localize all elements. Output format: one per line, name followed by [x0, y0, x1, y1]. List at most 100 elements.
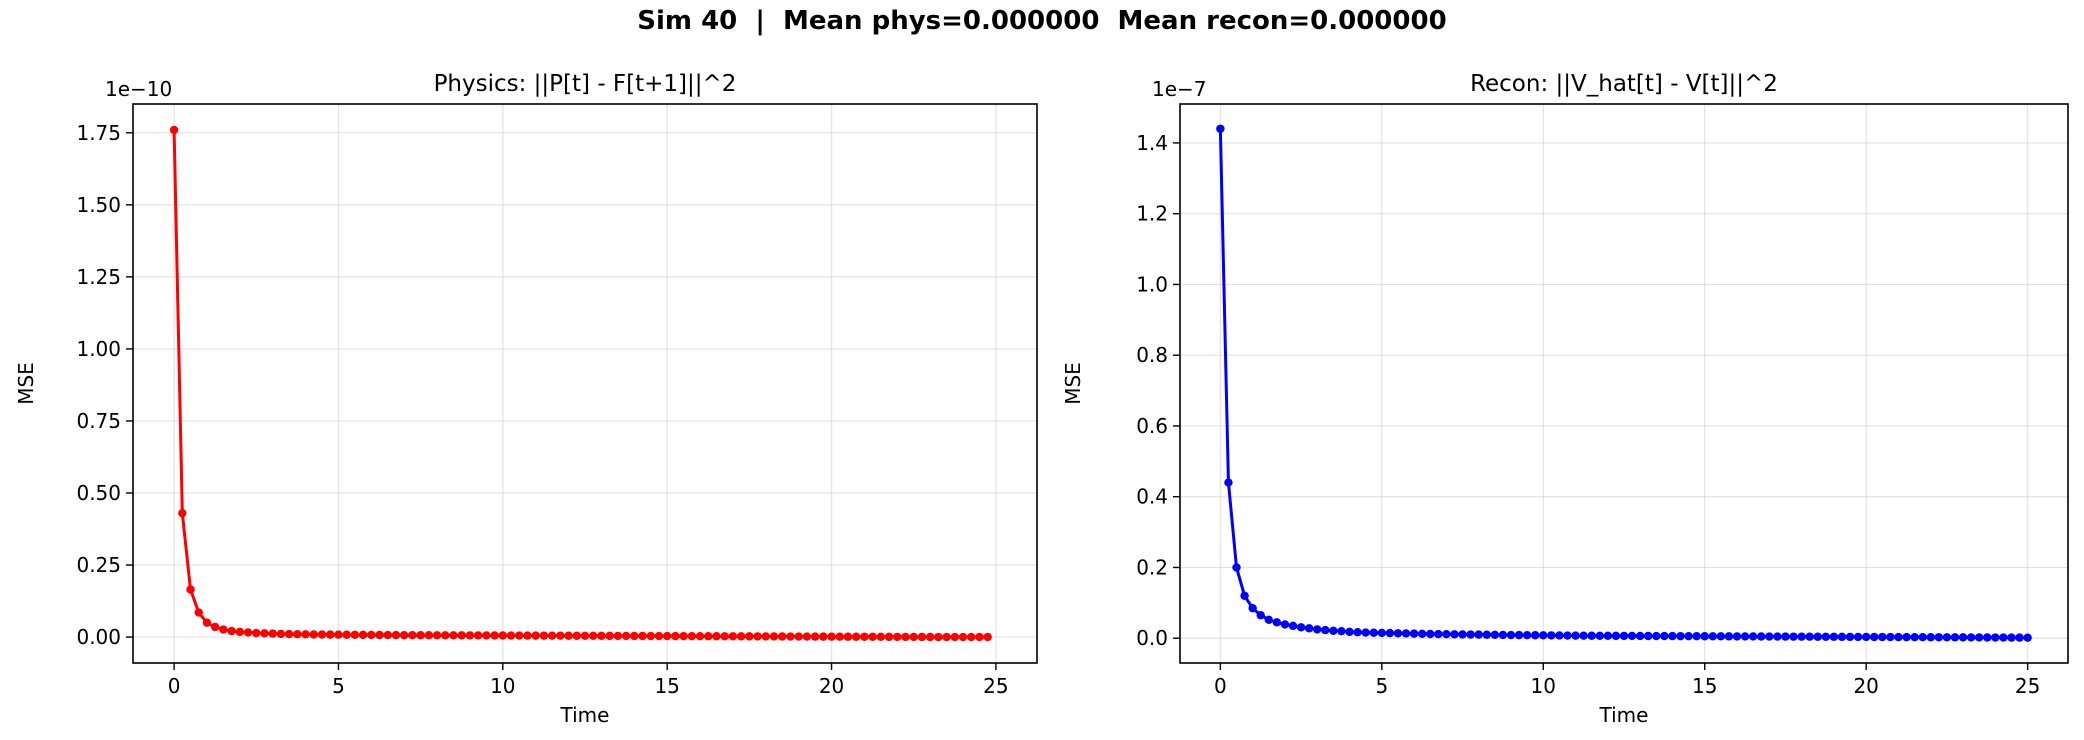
- data-point: [1821, 632, 1831, 641]
- data-point: [293, 629, 302, 639]
- y-tick-label: 0.4: [1136, 485, 1168, 509]
- x-axis-label: Time: [1599, 703, 1649, 727]
- data-point: [1870, 632, 1879, 642]
- plot-frame: [132, 103, 1038, 664]
- data-point: [1853, 632, 1863, 642]
- y-tick-label: 1.0: [1136, 272, 1168, 296]
- data-point: [210, 622, 220, 632]
- data-point: [473, 631, 483, 640]
- data-point: [1385, 628, 1395, 638]
- data-point: [1313, 625, 1322, 634]
- data-point: [1724, 632, 1734, 641]
- data-point: [695, 632, 705, 641]
- data-point: [983, 632, 992, 642]
- data-point: [827, 632, 836, 641]
- data-point: [1514, 630, 1524, 640]
- data-point: [2007, 633, 2016, 642]
- data-point: [662, 631, 672, 641]
- data-point: [1288, 621, 1298, 631]
- x-tick-label: 15: [654, 674, 679, 698]
- data-point: [490, 631, 499, 640]
- data-point: [1417, 629, 1427, 639]
- data-point: [630, 631, 639, 641]
- data-point: [367, 630, 376, 640]
- data-point: [1926, 633, 1935, 642]
- data-point: [1781, 632, 1790, 641]
- data-point: [1845, 632, 1855, 642]
- data-point: [1676, 631, 1685, 641]
- data-point: [967, 632, 976, 642]
- data-point: [876, 632, 886, 642]
- data-point: [934, 632, 943, 642]
- data-point: [852, 632, 861, 641]
- data-point: [1240, 591, 1249, 600]
- plot-frame: [1179, 103, 2069, 664]
- data-point: [893, 632, 902, 642]
- data-point: [761, 632, 770, 641]
- data-point: [326, 630, 335, 639]
- data-point: [1765, 632, 1774, 641]
- data-point: [1555, 631, 1564, 640]
- y-tick-label: 0.8: [1136, 343, 1168, 367]
- data-point: [613, 631, 623, 641]
- x-tick-label: 5: [1375, 674, 1388, 698]
- chart-2: 0 5 10 15 20 25 0.0 0.2 0.4 0.6 0.8 1.0 1.2 1.4 1e−7 Re…: [1061, 71, 2069, 727]
- y-tick-label: 0.0: [1136, 626, 1168, 650]
- x-tick-label: 0: [168, 674, 181, 698]
- data-point: [1498, 630, 1508, 640]
- data-point: [358, 630, 368, 640]
- data-point: [589, 631, 598, 641]
- data-point: [1975, 633, 1984, 642]
- data-point: [375, 630, 384, 640]
- data-point: [1797, 632, 1806, 641]
- data-point: [1878, 632, 1887, 642]
- data-point: [1732, 632, 1742, 641]
- data-point: [1740, 632, 1750, 641]
- data-point: [572, 631, 581, 640]
- data-point: [1716, 632, 1726, 641]
- y-tick-label: 0.00: [76, 625, 121, 649]
- data-point: [1829, 632, 1839, 642]
- data-point: [449, 631, 458, 640]
- data-point: [1272, 618, 1282, 627]
- data-point: [1426, 629, 1435, 639]
- data-point: [712, 632, 721, 641]
- data-point: [1434, 629, 1443, 639]
- data-point: [564, 631, 573, 640]
- data-point: [539, 631, 549, 640]
- data-point: [523, 631, 532, 640]
- y-tick-label: 0.50: [76, 481, 121, 505]
- data-point: [638, 631, 647, 641]
- data-point: [515, 631, 524, 640]
- data-point: [1894, 632, 1903, 642]
- data-point: [1337, 626, 1346, 636]
- data-point: [531, 631, 540, 640]
- axis-offset-label: 1e−10: [105, 77, 172, 101]
- data-point: [1748, 632, 1758, 641]
- data-point: [482, 631, 491, 640]
- data-point: [1684, 631, 1693, 641]
- data-point: [671, 631, 680, 641]
- data-point: [819, 632, 828, 641]
- data-point: [268, 629, 277, 638]
- data-point: [1369, 628, 1378, 637]
- data-point: [1708, 632, 1718, 641]
- data-point: [884, 632, 894, 642]
- data-point: [646, 631, 655, 641]
- data-point: [605, 631, 614, 641]
- data-point: [1902, 632, 1911, 642]
- data-point: [424, 631, 434, 640]
- data-point: [1264, 615, 1274, 625]
- data-point: [1692, 632, 1701, 641]
- data-point: [186, 585, 195, 594]
- data-point: [753, 632, 762, 641]
- data-point: [2023, 633, 2032, 642]
- data-point: [498, 631, 508, 640]
- data-point: [1999, 633, 2008, 642]
- data-point: [1409, 629, 1419, 638]
- axis-offset-label: 1e−7: [1152, 77, 1207, 101]
- x-tick-label: 5: [332, 674, 345, 698]
- data-point: [654, 631, 664, 641]
- data-point: [1393, 629, 1403, 638]
